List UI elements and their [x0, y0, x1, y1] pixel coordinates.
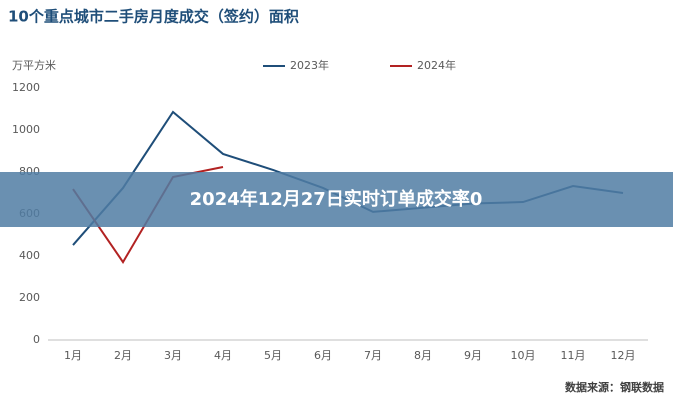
legend-label: 2024年: [417, 58, 456, 72]
x-tick-label: 8月: [414, 349, 432, 362]
y-tick-label: 400: [19, 249, 40, 262]
source: 数据来源：钢联数据: [565, 380, 664, 394]
y-axis-label: 万平方米: [12, 58, 56, 72]
chart-title: 10个重点城市二手房月度成交（签约）面积: [8, 8, 299, 26]
x-tick-label: 4月: [214, 349, 232, 362]
banner-text: 2024年12月27日实时订单成交率0: [190, 188, 483, 210]
x-tick-label: 2月: [114, 349, 132, 362]
x-tick-label: 1月: [64, 349, 82, 362]
x-tick-label: 7月: [364, 349, 382, 362]
y-tick-label: 200: [19, 291, 40, 304]
x-tick-label: 5月: [264, 349, 282, 362]
legend-label: 2023年: [290, 58, 329, 72]
y-tick-label: 1000: [12, 123, 40, 136]
x-tick-label: 11月: [561, 349, 586, 362]
banner-bg: [0, 172, 673, 227]
y-tick-label: 0: [33, 333, 40, 346]
x-tick-label: 9月: [464, 349, 482, 362]
x-tick-label: 12月: [611, 349, 636, 362]
x-tick-label: 6月: [314, 349, 332, 362]
y-tick-label: 1200: [12, 81, 40, 94]
x-tick-label: 3月: [164, 349, 182, 362]
x-tick-label: 10月: [511, 349, 536, 362]
